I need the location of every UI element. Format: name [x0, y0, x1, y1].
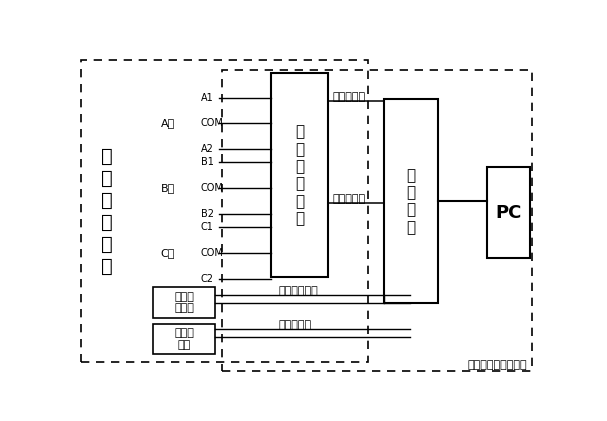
Text: B1: B1 — [200, 157, 214, 168]
Polygon shape — [384, 99, 438, 304]
Text: 速度传
感器: 速度传 感器 — [174, 328, 194, 350]
Text: B2: B2 — [200, 209, 214, 219]
Text: 断路器自动检测系统: 断路器自动检测系统 — [468, 360, 527, 370]
Polygon shape — [154, 287, 215, 318]
Polygon shape — [154, 325, 215, 354]
Text: 系
统
主
机: 系 统 主 机 — [407, 168, 416, 235]
Text: A2: A2 — [200, 144, 214, 155]
Text: A相: A相 — [160, 118, 175, 128]
Text: C相: C相 — [160, 248, 175, 258]
Text: 分、合
闸线圈: 分、合 闸线圈 — [174, 292, 194, 313]
Text: 断路器控制线: 断路器控制线 — [278, 286, 318, 296]
Text: A1: A1 — [200, 93, 213, 103]
Text: 低压连接线: 低压连接线 — [332, 194, 365, 204]
Text: COM: COM — [200, 118, 223, 128]
Text: COM: COM — [200, 183, 223, 193]
Text: COM: COM — [200, 248, 223, 258]
Text: C1: C1 — [200, 222, 214, 232]
Polygon shape — [487, 167, 530, 258]
Text: B相: B相 — [160, 183, 175, 193]
Text: 试验电源线: 试验电源线 — [332, 91, 365, 101]
Text: C2: C2 — [200, 274, 214, 284]
Text: 速度测试线: 速度测试线 — [278, 320, 311, 330]
Text: PC: PC — [495, 204, 522, 221]
Polygon shape — [271, 73, 328, 277]
Text: 双
断
口
断
路
器: 双 断 口 断 路 器 — [101, 147, 112, 275]
Text: 智
能
接
线
单
元: 智 能 接 线 单 元 — [295, 124, 304, 226]
